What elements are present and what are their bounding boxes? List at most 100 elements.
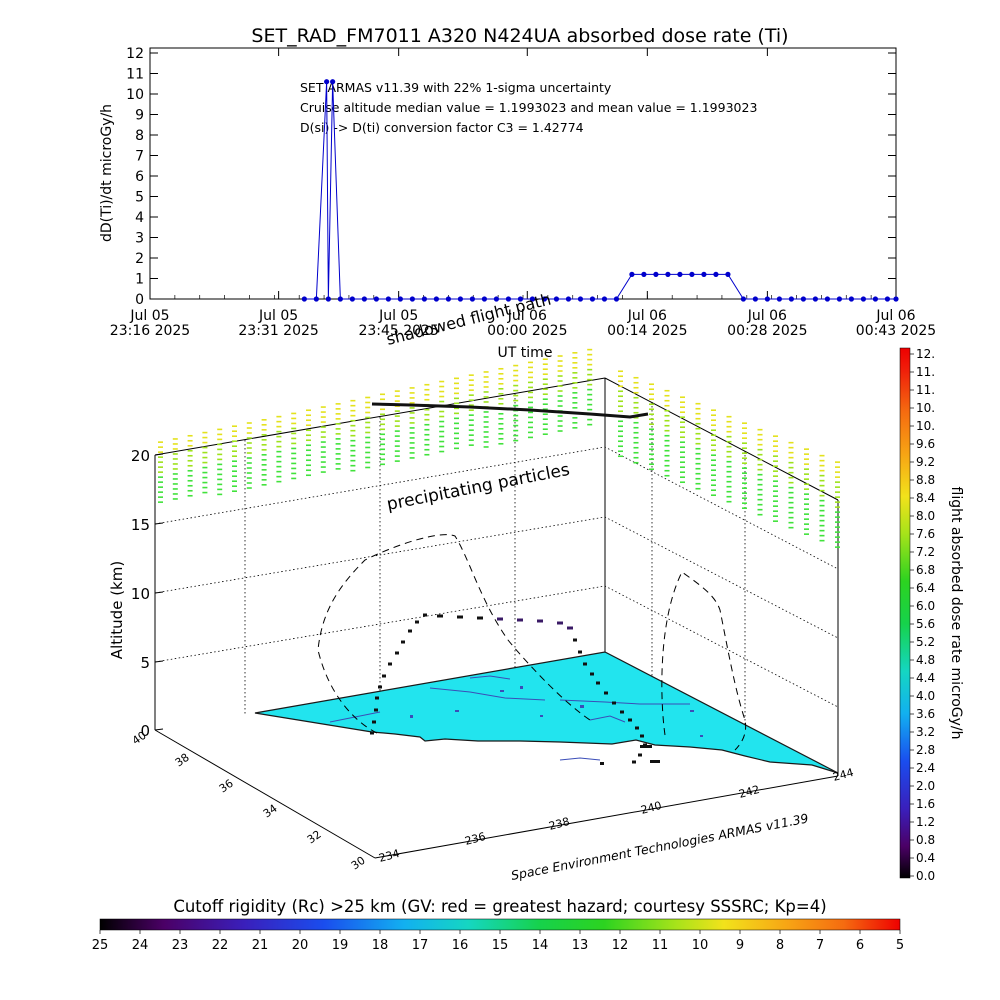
particle-mark [649,403,654,406]
data-point [836,296,843,302]
particle-mark [483,376,489,378]
particle-mark [757,513,763,516]
particle-mark [819,499,825,502]
rigidity-tick-label: 8 [776,938,784,953]
particle-mark [757,433,763,436]
particle-mark [232,435,237,438]
particle-mark [587,363,593,366]
particle-mark [439,400,445,403]
particle-mark [788,526,794,529]
particle-mark [365,406,371,409]
particle-mark [649,388,654,391]
particle-mark [276,470,282,473]
particle-mark [513,404,519,407]
particle-mark [483,431,489,433]
altitude-axis-label: Altitude (km) [108,561,126,659]
particle-mark [380,458,385,461]
dose-tick-label: 8.4 [916,491,935,505]
particle-mark [291,467,297,470]
particle-mark [202,491,208,494]
data-point [337,296,343,302]
particle-mark [711,479,716,482]
particle-mark [572,397,578,399]
particle-mark [468,439,474,441]
particle-mark [394,410,400,412]
particle-mark [498,377,504,380]
particle-mark [572,387,578,389]
particle-mark [350,424,356,427]
longitude-ticks: 234 236 238 240 242 244 [377,766,855,865]
particle-mark [498,422,504,425]
particle-mark [633,396,639,399]
particle-mark [320,431,326,433]
particle-mark [291,457,297,460]
particle-mark [819,524,825,527]
particle-mark [528,426,533,429]
longitude-tick-label: 238 [547,815,571,833]
particle-mark [439,450,445,453]
particle-mark [528,396,533,399]
particle-mark [454,432,459,435]
particle-mark [711,474,716,477]
particle-mark [804,483,809,485]
particle-mark [557,430,563,432]
particle-mark [320,451,326,453]
particle-mark [498,437,504,440]
particle-mark [306,444,311,447]
particle-mark [804,503,809,505]
rigidity-colorbar-ticks: 25 24 23 22 21 20 19 18 17 16 15 14 13 12 11 10 9 8 7 6 5 [92,930,904,953]
particle-mark [498,427,504,430]
particle-mark [158,491,163,493]
particle-mark [380,418,385,421]
particle-mark [572,372,578,374]
data-point [860,296,867,302]
particle-mark [633,431,639,434]
particle-mark [680,476,685,479]
particle-mark [158,446,163,448]
y-tick-label: 10 [126,87,144,103]
particle-mark [542,423,548,426]
particle-mark [291,442,297,445]
particle-mark [695,442,701,445]
particle-mark [664,474,670,477]
particle-mark [835,546,840,548]
surface-contours [329,675,690,761]
particle-mark [726,470,732,473]
particle-mark [542,378,548,381]
particle-mark [664,459,670,462]
particle-mark [695,457,701,460]
particle-mark [773,490,778,492]
particle-mark [409,392,415,394]
rigidity-tick-label: 17 [412,938,429,953]
particle-mark [757,448,763,451]
particle-mark [424,398,430,401]
particle-mark [788,461,794,464]
particle-mark [618,435,623,438]
particle-mark [695,467,701,470]
particle-mark [187,464,193,467]
particle-mark [711,469,716,472]
particle-mark [409,407,415,409]
particle-mark [232,440,237,443]
x-tick-label: 00:00 2025 [487,323,567,339]
particle-mark [726,480,732,483]
particle-mark [291,477,297,480]
particle-mark [572,377,578,379]
particle-mark [513,369,519,372]
particle-mark [483,396,489,398]
dose-tick-label: 1.2 [916,815,935,829]
particle-mark [202,471,208,474]
particle-mark [468,394,474,396]
particle-mark [394,435,400,437]
particle-mark [695,422,701,425]
particle-mark [217,473,223,476]
particle-mark [172,498,178,500]
particle-mark [350,409,356,412]
particle-mark [409,402,415,404]
particle-mark [350,399,356,402]
particle-mark [202,456,208,459]
particle-mark [187,489,193,492]
particle-mark [335,423,341,425]
